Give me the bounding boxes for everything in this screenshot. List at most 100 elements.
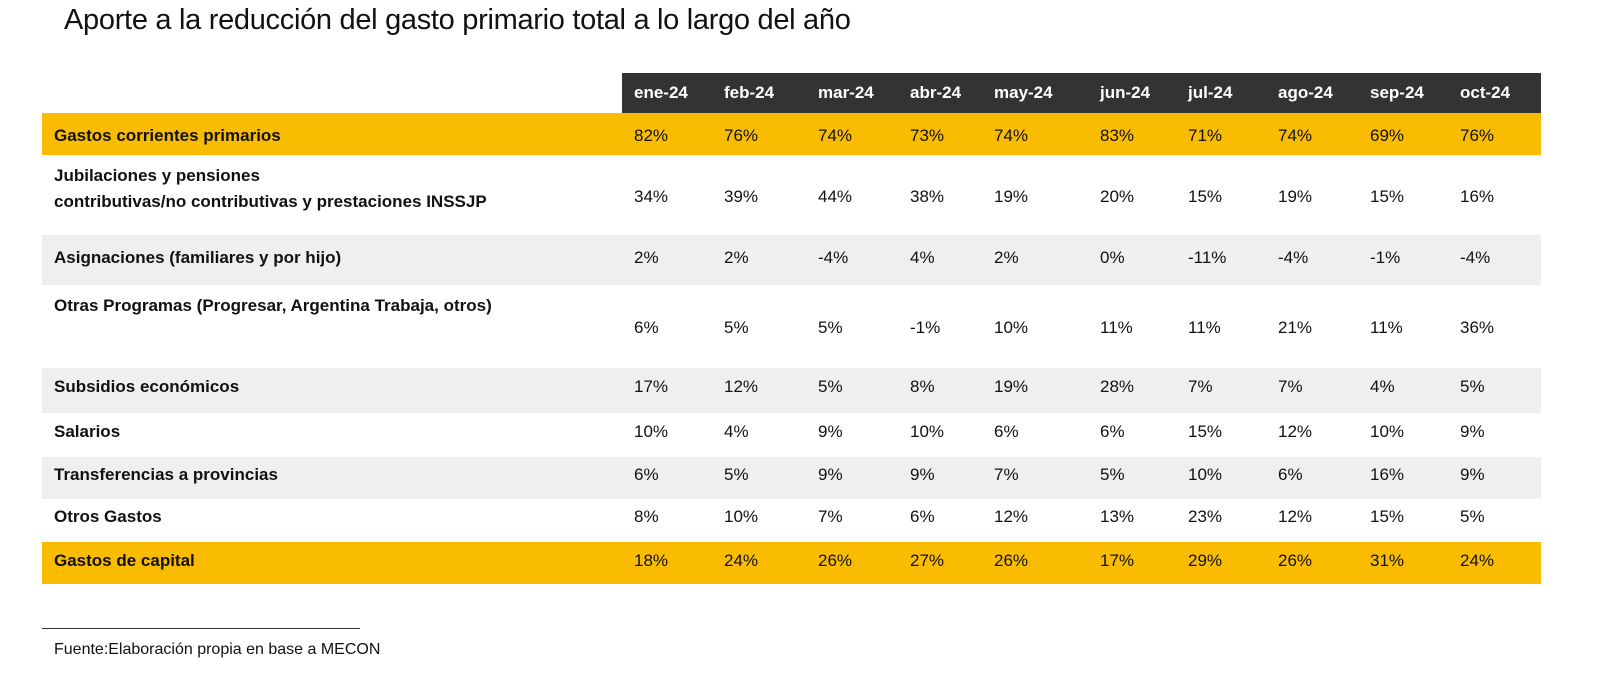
table-cell: -1%: [1370, 248, 1401, 267]
table-row: Jubilaciones y pensiones contributivas/n…: [42, 155, 1541, 235]
table-cell: -1%: [910, 318, 941, 337]
table-cell: 10%: [634, 422, 669, 441]
table-cell: 9%: [1460, 465, 1485, 484]
table-cell: 9%: [1460, 422, 1485, 441]
table-cell: 6%: [1100, 422, 1125, 441]
table-cell: 2%: [724, 248, 749, 267]
table-cell: 83%: [1100, 126, 1135, 145]
table-cell: 5%: [818, 318, 843, 337]
table-cell: 74%: [1278, 126, 1313, 145]
table-cell: 7%: [994, 465, 1019, 484]
table-cell: 15%: [1188, 187, 1223, 206]
row-label: Asignaciones (familiares y por hijo): [54, 248, 342, 267]
table-cell: 4%: [910, 248, 935, 267]
table-cell: 19%: [994, 377, 1029, 396]
table-cell: 8%: [634, 507, 659, 526]
column-header: abr-24: [910, 83, 962, 102]
table-cell: 8%: [910, 377, 935, 396]
table-cell: -4%: [1278, 248, 1309, 267]
table-cell: 9%: [818, 422, 843, 441]
table-cell: 26%: [818, 551, 853, 570]
table-cell: 9%: [818, 465, 843, 484]
row-label: Transferencias a provincias: [54, 465, 278, 484]
table-cell: 10%: [724, 507, 759, 526]
source-note: Fuente:Elaboración propia en base a MECO…: [54, 641, 381, 658]
table-cell: 23%: [1188, 507, 1223, 526]
table-cell: 16%: [1460, 187, 1495, 206]
table-cell: 29%: [1188, 551, 1223, 570]
row-label: Gastos de capital: [54, 551, 195, 570]
table-cell: -4%: [1460, 248, 1491, 267]
table-cell: 11%: [1370, 318, 1403, 337]
table-cell: 24%: [724, 551, 759, 570]
table-cell: 16%: [1370, 465, 1405, 484]
table-cell: 71%: [1188, 126, 1223, 145]
table-cell: 5%: [724, 465, 749, 484]
column-header: mar-24: [818, 83, 874, 102]
table-cell: 82%: [634, 126, 669, 145]
table-cell: 10%: [994, 318, 1029, 337]
table-cell: 74%: [818, 126, 853, 145]
table-row: Gastos de capital 18% 24% 26% 27% 26% 17% 29% 26…: [42, 542, 1541, 584]
table-cell: 2%: [994, 248, 1019, 267]
table-cell: 12%: [1278, 507, 1313, 526]
table-cell: 0%: [1100, 248, 1125, 267]
table-cell: 11%: [1100, 318, 1133, 337]
table-cell: 5%: [724, 318, 749, 337]
table-cell: 5%: [1100, 465, 1125, 484]
table-cell: 17%: [1100, 551, 1135, 570]
table-cell: 19%: [1278, 187, 1313, 206]
table-row: Otros Gastos 8% 10% 7% 6% 12% 13% 23% 12% 15% 5%: [42, 499, 1541, 542]
table-cell: 2%: [634, 248, 659, 267]
table-row: Gastos corrientes primarios 82% 76% 74% 73% 7…: [42, 113, 1541, 155]
table-cell: 11%: [1188, 318, 1221, 337]
table-cell: 12%: [724, 377, 759, 396]
table-cell: 12%: [994, 507, 1029, 526]
table-cell: 39%: [724, 187, 759, 206]
table-cell: 74%: [994, 126, 1029, 145]
table-cell: 15%: [1370, 507, 1405, 526]
table-cell: 6%: [910, 507, 935, 526]
table-cell: 9%: [910, 465, 935, 484]
column-header: sep-24: [1370, 83, 1424, 102]
table-cell: 38%: [910, 187, 945, 206]
table-cell: 7%: [1188, 377, 1213, 396]
column-header: may-24: [994, 83, 1053, 102]
table-cell: 31%: [1370, 551, 1405, 570]
table-cell: 17%: [634, 377, 669, 396]
table-cell: 15%: [1188, 422, 1223, 441]
table-cell: 10%: [1188, 465, 1223, 484]
row-label: Subsidios económicos: [54, 377, 240, 396]
table-cell: 69%: [1370, 126, 1405, 145]
table-cell: 19%: [994, 187, 1029, 206]
table-cell: 6%: [634, 318, 659, 337]
table-row: Salarios 10% 4% 9% 10% 6% 6% 15% 12% 10% 9%: [42, 413, 1541, 457]
row-label: Otras Programas (Progresar, Argentina Tr…: [54, 296, 492, 315]
table-cell: -11%: [1188, 248, 1227, 267]
table-header: ene-24 feb-24 mar-24 abr-24 may-24 jun-24 jul-…: [622, 73, 1541, 113]
table-cell: 73%: [910, 126, 945, 145]
table-cell: 5%: [818, 377, 843, 396]
column-header: jun-24: [1100, 83, 1151, 102]
row-label: Otros Gastos: [54, 507, 162, 526]
table-cell: 7%: [818, 507, 843, 526]
table-cell: 7%: [1278, 377, 1303, 396]
table-cell: 28%: [1100, 377, 1135, 396]
table-cell: 15%: [1370, 187, 1405, 206]
table-row: Asignaciones (familiares y por hijo) 2% 2%…: [42, 235, 1541, 285]
page-title: Aporte a la reducción del gasto primario…: [64, 4, 851, 36]
table-row: Otras Programas (Progresar, Argentina Tr…: [42, 285, 1541, 368]
table-cell: -4%: [818, 248, 849, 267]
column-header: jul-24: [1188, 83, 1233, 102]
column-header: feb-24: [724, 83, 775, 102]
column-header: ago-24: [1278, 83, 1333, 102]
row-label: Salarios: [54, 422, 121, 441]
table-cell: 13%: [1100, 507, 1135, 526]
table-cell: 4%: [724, 422, 749, 441]
table-cell: 20%: [1100, 187, 1135, 206]
column-header: ene-24: [634, 83, 688, 102]
table-cell: 4%: [1370, 377, 1395, 396]
table-cell: 26%: [1278, 551, 1313, 570]
table-cell: 12%: [1278, 422, 1313, 441]
table-cell: 5%: [1460, 507, 1485, 526]
